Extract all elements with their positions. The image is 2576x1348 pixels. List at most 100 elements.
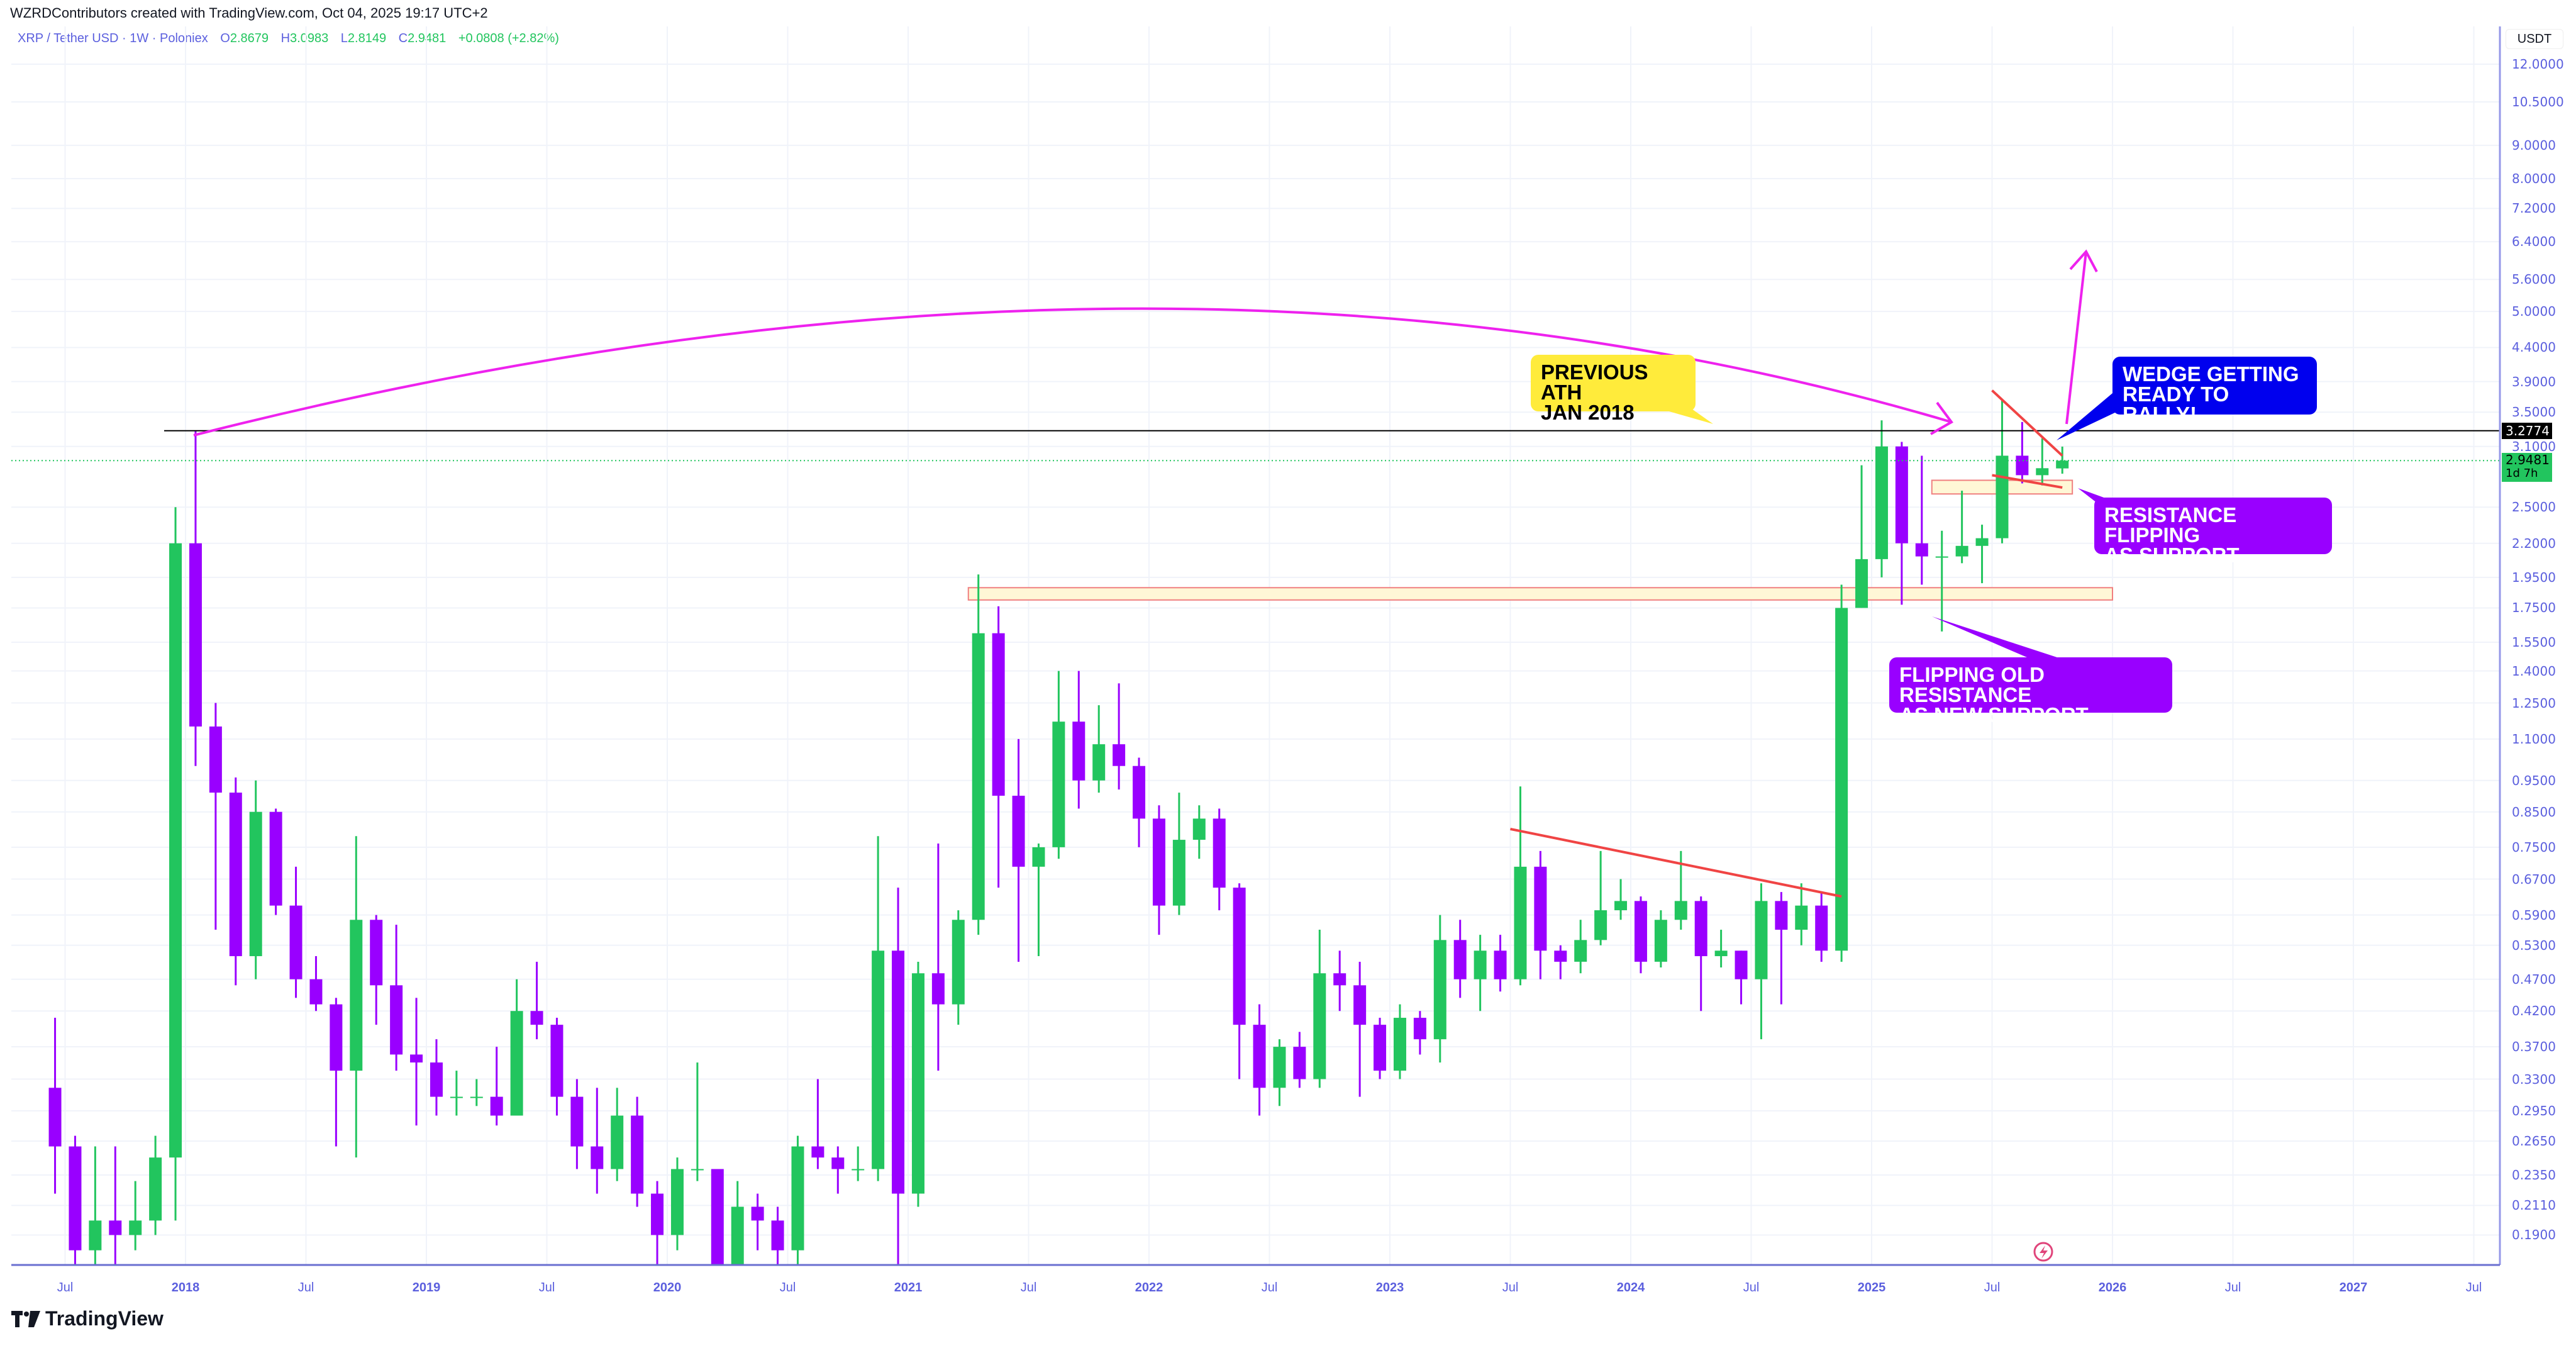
- price-tick-label: 0.2950: [2512, 1103, 2556, 1118]
- annotation-text: PREVIOUS ATH JAN 2018: [1541, 360, 1648, 424]
- annotation-previous-ath[interactable]: PREVIOUS ATH JAN 2018: [1531, 355, 1696, 423]
- candle-up: [1935, 556, 1948, 558]
- candle-up: [169, 543, 182, 1158]
- annotation-wedge[interactable]: WEDGE GETTING READY TO RALLY!: [2112, 357, 2317, 425]
- trendline: [1991, 389, 2063, 457]
- candle-up: [470, 1096, 483, 1098]
- candle-down: [1233, 888, 1246, 1025]
- price-tick-label: 0.8500: [2512, 804, 2556, 820]
- price-tick-label: 1.5500: [2512, 634, 2556, 650]
- candle-down: [1012, 796, 1025, 867]
- candle-down: [1113, 744, 1126, 766]
- price-tick-label: 1.1000: [2512, 731, 2556, 747]
- candle-down: [1554, 950, 1567, 962]
- candle-down: [330, 1004, 343, 1071]
- time-tick-label: Jul: [538, 1281, 555, 1295]
- callout-tail-wedge: [2057, 390, 2116, 440]
- time-tick-label: Jul: [1502, 1281, 1519, 1295]
- time-tick-label: Jul: [1984, 1281, 2001, 1295]
- price-tick-label: 0.9500: [2512, 772, 2556, 788]
- candle-up: [2056, 460, 2069, 469]
- candle-up: [1052, 721, 1065, 847]
- high-value: 3.0983: [290, 31, 329, 45]
- candle-up: [791, 1146, 804, 1251]
- candle-down: [1815, 905, 1828, 951]
- currency-unit-button[interactable]: USDT: [2506, 29, 2563, 49]
- time-tick-label: Jul: [2224, 1281, 2241, 1295]
- annotation-resistance-flip[interactable]: RESISTANCE FLIPPING AS SUPPORT: [2094, 498, 2332, 565]
- price-tick-label: 0.1900: [2512, 1227, 2556, 1243]
- candle-up: [1654, 920, 1667, 962]
- candle-up: [1393, 1018, 1406, 1071]
- candle-up: [1574, 940, 1587, 962]
- time-tick-label: 2025: [1857, 1281, 1886, 1295]
- low-value: 2.8149: [347, 31, 387, 45]
- candle-down: [1333, 973, 1346, 986]
- candle-down: [48, 1088, 62, 1147]
- candle-down: [811, 1146, 824, 1158]
- price-tick-label: 12.0000: [2512, 57, 2564, 72]
- candle-down: [1694, 901, 1707, 957]
- candle-down: [490, 1096, 503, 1116]
- tradingview-logo-icon: [11, 1310, 40, 1327]
- candle-up: [1474, 950, 1487, 979]
- price-tick-label: 0.5900: [2512, 907, 2556, 923]
- candle-down: [1775, 901, 1788, 930]
- rally-arrow: [2065, 251, 2087, 425]
- candle-down: [550, 1025, 564, 1097]
- candle-down: [771, 1220, 784, 1251]
- price-tick-label: 4.4000: [2512, 340, 2556, 355]
- candle-down: [631, 1115, 644, 1194]
- time-tick-label: Jul: [1743, 1281, 1760, 1295]
- time-tick-label: 2020: [653, 1281, 682, 1295]
- drawings: [11, 249, 2500, 1262]
- candle-up: [1594, 910, 1607, 940]
- price-tick-label: 0.4700: [2512, 971, 2556, 987]
- price-tick-label: 0.6700: [2512, 871, 2556, 887]
- price-tick-label: 9.0000: [2512, 138, 2556, 153]
- candle-up: [731, 1206, 744, 1265]
- candle-down: [1374, 1025, 1387, 1071]
- candle-down: [430, 1062, 443, 1097]
- candle-up: [1092, 744, 1106, 781]
- price-tick-label: 5.6000: [2512, 272, 2556, 287]
- candle-up: [1433, 940, 1446, 1040]
- price-tick-label: 0.4200: [2512, 1003, 2556, 1019]
- candle-down: [1353, 985, 1367, 1025]
- price-tick-label: 5.0000: [2512, 304, 2556, 320]
- candle-down: [390, 985, 403, 1055]
- candle-up: [911, 973, 924, 1194]
- lightning-icon[interactable]: [2033, 1242, 2053, 1262]
- candle-up: [1614, 901, 1628, 911]
- candle-down: [1494, 950, 1507, 979]
- candle-down: [1293, 1047, 1306, 1079]
- candle-up: [1313, 973, 1326, 1079]
- price-tick-label: 1.4000: [2512, 663, 2556, 679]
- time-tick-label: Jul: [779, 1281, 796, 1295]
- candle-down: [570, 1096, 584, 1147]
- candle-down: [109, 1220, 122, 1235]
- arc-arrowhead: [1930, 401, 1953, 435]
- candle-up: [1714, 950, 1728, 957]
- high-label: H: [280, 31, 291, 45]
- tradingview-logo[interactable]: TradingView: [11, 1307, 164, 1330]
- candle-up: [952, 920, 965, 1005]
- price-tick-label: 7.2000: [2512, 201, 2556, 216]
- candle-down: [1453, 940, 1467, 979]
- candle-down: [229, 793, 242, 957]
- candle-up: [611, 1115, 624, 1169]
- candle-up: [1755, 901, 1768, 979]
- candle-down: [1253, 1025, 1266, 1088]
- time-tick-label: 2022: [1135, 1281, 1163, 1295]
- candle-up: [249, 811, 262, 957]
- annotation-old-resistance[interactable]: FLIPPING OLD RESISTANCE AS NEW SUPPORT: [1889, 657, 2172, 725]
- candle-up: [1955, 545, 1968, 557]
- candle-down: [370, 920, 383, 986]
- candle-up: [691, 1169, 704, 1171]
- candle-up: [1514, 866, 1527, 979]
- price-tick-label: 0.3300: [2512, 1071, 2556, 1087]
- candle-up: [129, 1220, 142, 1235]
- time-tick-label: 2021: [894, 1281, 923, 1295]
- price-tick-label: 1.2500: [2512, 695, 2556, 711]
